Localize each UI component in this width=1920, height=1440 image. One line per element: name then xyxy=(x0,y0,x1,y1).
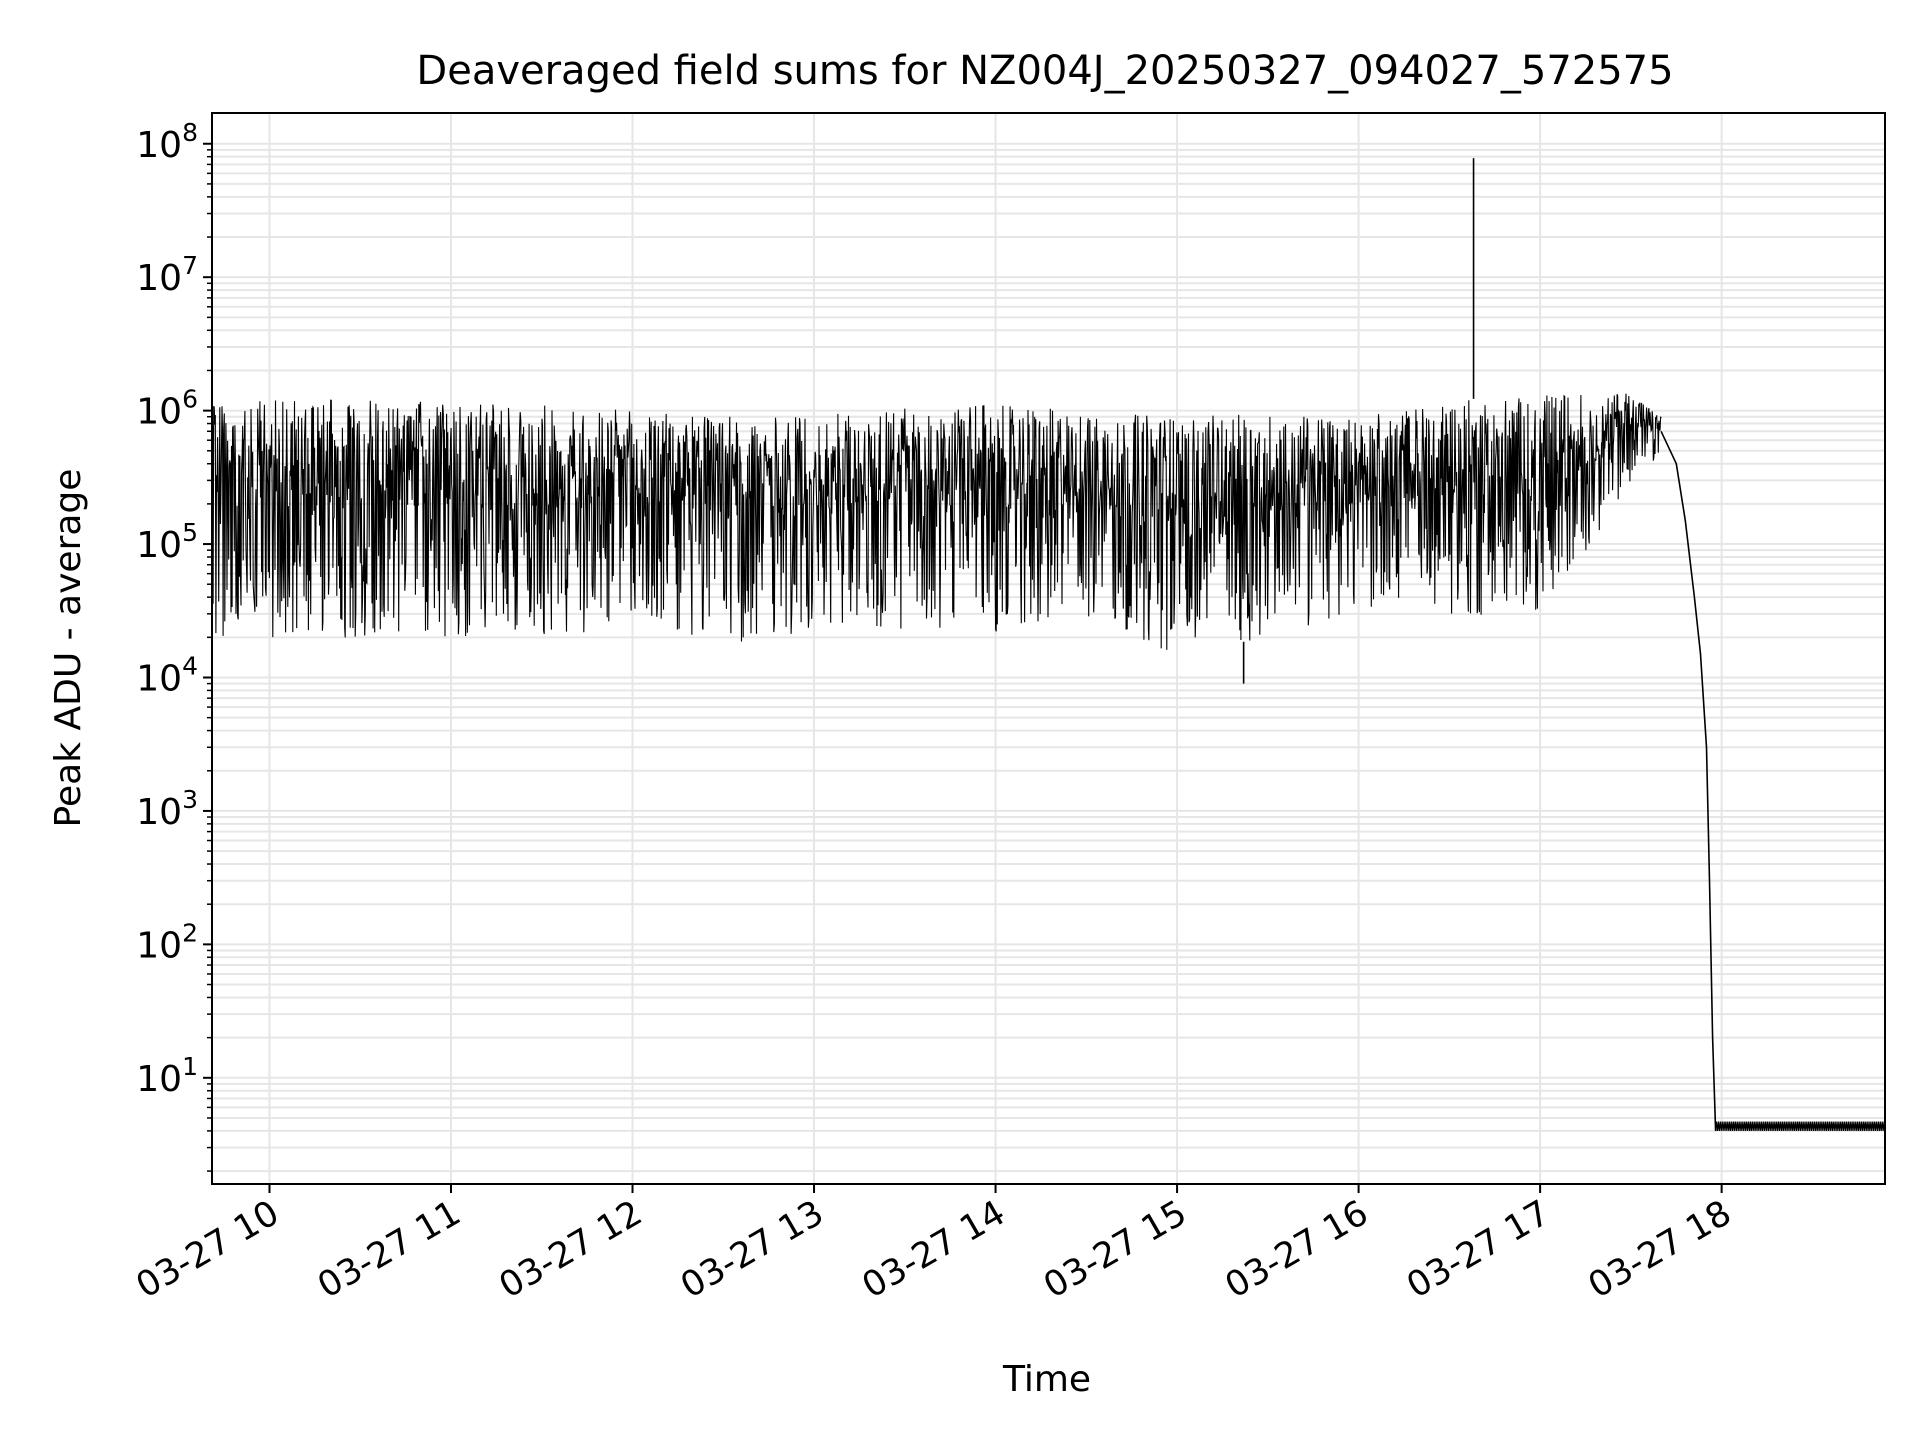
y-tick-label-exp: 4 xyxy=(182,651,198,680)
y-tick-label-exp: 2 xyxy=(182,918,198,947)
y-tick-label: 108 xyxy=(136,118,198,166)
y-axis-label: Peak ADU - average xyxy=(48,469,89,828)
y-tick-label: 104 xyxy=(136,651,198,699)
chart-title: Deaveraged field sums for NZ004J_2025032… xyxy=(416,48,1673,94)
y-tick-label-exp: 7 xyxy=(182,251,198,280)
y-tick-label-exp: 5 xyxy=(182,518,198,547)
y-tick-label: 105 xyxy=(136,518,198,566)
plot-frame xyxy=(211,112,1886,1185)
y-tick-label-base: 10 xyxy=(136,925,182,966)
series-floor xyxy=(1715,1121,1886,1131)
grid xyxy=(212,113,1885,1184)
y-tick-label-base: 10 xyxy=(136,1059,182,1100)
y-tick-label-exp: 6 xyxy=(182,385,198,414)
series-layer xyxy=(211,158,1886,1131)
y-tick-label: 102 xyxy=(136,918,198,966)
y-tick-label-base: 10 xyxy=(136,258,182,299)
y-tick-label: 107 xyxy=(136,251,198,299)
y-tick-label-base: 10 xyxy=(136,125,182,166)
y-tick-label-base: 10 xyxy=(136,525,182,566)
y-tick-label: 101 xyxy=(136,1052,198,1100)
series-falloff xyxy=(1660,430,1717,1131)
y-tick-label: 103 xyxy=(136,785,198,833)
y-tick-label-base: 10 xyxy=(136,658,182,699)
series-trace xyxy=(211,393,1662,650)
y-tick-label-base: 10 xyxy=(136,392,182,433)
y-tick-label: 106 xyxy=(136,385,198,433)
y-tick-label-exp: 8 xyxy=(182,118,198,147)
y-tick-label-exp: 3 xyxy=(182,785,198,814)
y-tick-label-base: 10 xyxy=(136,792,182,833)
x-axis-label: Time xyxy=(1002,1359,1091,1400)
y-tick-label-exp: 1 xyxy=(182,1052,198,1081)
